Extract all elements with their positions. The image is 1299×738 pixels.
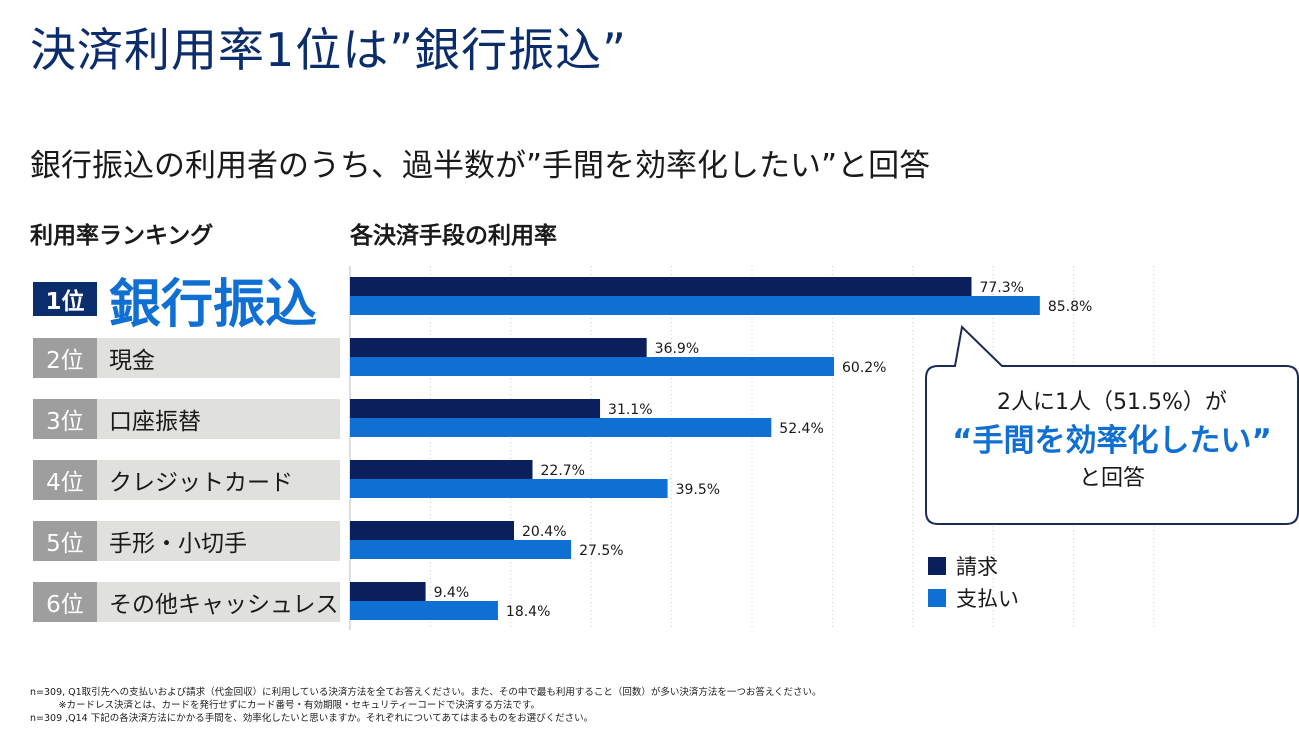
bar-seikyu	[350, 460, 533, 479]
data-label: 52.4%	[779, 421, 823, 437]
bar-shiharai	[350, 296, 1040, 315]
ranking-heading: 利用率ランキング	[30, 223, 214, 249]
callout-line-1: 2人に1人（51.5%）が	[997, 390, 1227, 415]
data-label: 18.4%	[506, 604, 550, 620]
rank-row-5: 5位 手形・小切手	[33, 521, 340, 561]
data-label: 85.8%	[1048, 299, 1092, 315]
rank-position: 2位	[33, 338, 97, 378]
bar-shiharai	[350, 418, 772, 437]
bar-shiharai	[350, 479, 668, 498]
rank-position: 4位	[33, 460, 97, 500]
callout-line-2: “手間を効率化したい”	[952, 423, 1272, 459]
data-label: 31.1%	[608, 402, 652, 418]
bar-seikyu	[350, 521, 515, 540]
callout-line-3: と回答	[1078, 466, 1145, 491]
rank-name: 手形・小切手	[97, 521, 340, 561]
legend-item-shiharai: 支払い	[928, 582, 1019, 614]
bar-shiharai	[350, 601, 498, 620]
callout-box	[925, 324, 1299, 525]
data-label: 9.4%	[434, 585, 470, 601]
legend-label-shiharai: 支払い	[956, 587, 1019, 611]
bar-seikyu	[350, 399, 601, 418]
data-label: 77.3%	[979, 280, 1023, 296]
rank-position: 6位	[33, 582, 97, 622]
chart-heading: 各決済手段の利用率	[350, 223, 557, 249]
chart-legend: 請求 支払い	[928, 550, 1019, 614]
bar-seikyu	[350, 277, 972, 296]
rank-row-6: 6位 その他キャッシュレス	[33, 582, 340, 622]
rank-row-4: 4位 クレジットカード	[33, 460, 340, 500]
legend-item-seikyu: 請求	[928, 550, 1019, 582]
bar-seikyu	[350, 582, 426, 601]
data-label: 60.2%	[842, 360, 886, 376]
rank-position: 1位	[33, 282, 97, 316]
footnote-1: n=309, Q1取引先への支払いおよび請求（代金回収）に利用している決済方法を…	[30, 687, 822, 698]
data-label: 39.5%	[676, 482, 720, 498]
bar-shiharai	[350, 540, 572, 559]
data-label: 36.9%	[655, 341, 699, 357]
bar-seikyu	[350, 338, 647, 357]
bar-shiharai	[350, 357, 835, 376]
data-label: 22.7%	[541, 463, 585, 479]
legend-label-seikyu: 請求	[956, 555, 998, 579]
data-label: 27.5%	[579, 543, 623, 559]
rank-position: 3位	[33, 399, 97, 439]
rank-row-3: 3位 口座振替	[33, 399, 340, 439]
data-label: 20.4%	[522, 524, 566, 540]
page-subtitle: 銀行振込の利用者のうち、過半数が”手間を効率化したい”と回答	[30, 148, 931, 184]
rank-name: 口座振替	[97, 399, 340, 439]
footnote-3: n=309 ,Q14 下記の各決済方法にかかる手間を、効率化したいと思いますか。…	[30, 713, 594, 724]
legend-swatch-shiharai	[928, 589, 946, 607]
page-title: 決済利用率1位は”銀行振込”	[30, 23, 627, 77]
rank-name: その他キャッシュレス	[97, 582, 340, 622]
rank-position: 5位	[33, 521, 97, 561]
legend-swatch-seikyu	[928, 557, 946, 575]
footnote-2: ※カードレス決済とは、カードを発行せずにカード番号・有効期限・セキュリティーコー…	[30, 700, 540, 711]
rank-row-2: 2位 現金	[33, 338, 340, 378]
rank-name: クレジットカード	[97, 460, 340, 500]
rank-name: 現金	[97, 338, 340, 378]
callout: 2人に1人（51.5%）が “手間を効率化したい” と回答	[928, 388, 1296, 494]
